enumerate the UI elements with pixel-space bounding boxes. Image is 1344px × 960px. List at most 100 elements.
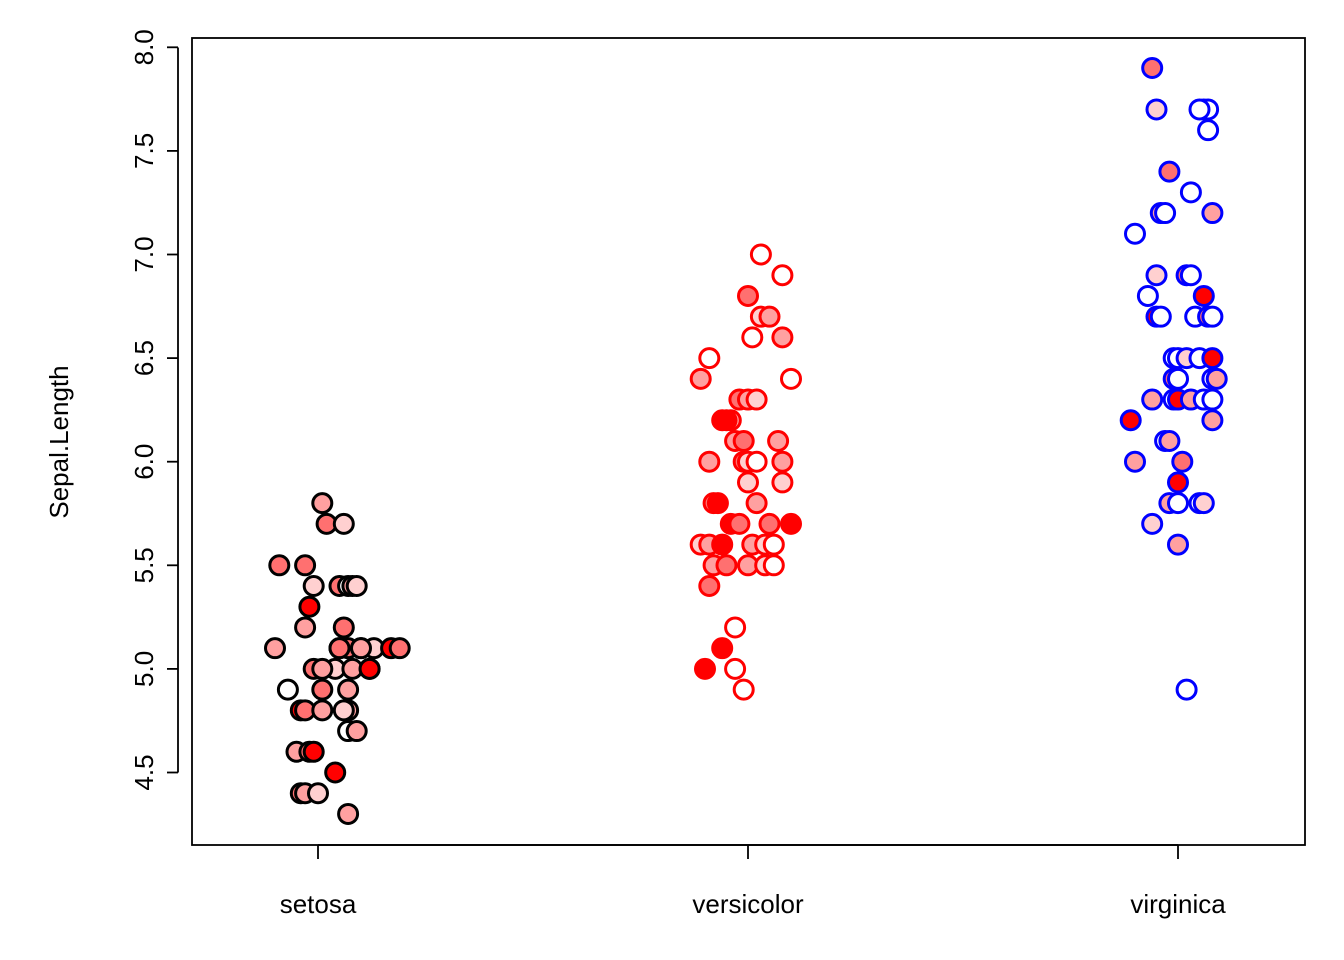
point-versicolor	[780, 367, 802, 390]
point-virginica	[1158, 160, 1181, 183]
point-virginica	[1201, 409, 1224, 432]
point-virginica	[1167, 367, 1189, 390]
y-tick-label: 4.5	[129, 754, 159, 790]
point-virginica	[1136, 284, 1159, 307]
x-axis: setosa versicolor virginica	[280, 844, 1226, 919]
point-versicolor	[758, 512, 781, 535]
point-virginica	[1167, 533, 1189, 556]
point-versicolor	[762, 533, 785, 556]
y-tick-label: 5.5	[129, 547, 159, 583]
point-virginica	[1188, 98, 1211, 121]
point-versicolor	[698, 575, 721, 598]
point-setosa	[302, 575, 325, 598]
point-virginica	[1205, 367, 1228, 390]
point-virginica	[1141, 512, 1164, 535]
point-virginica	[1175, 678, 1198, 701]
point-virginica	[1167, 471, 1189, 494]
point-virginica	[1167, 492, 1189, 515]
point-setosa	[307, 782, 329, 805]
point-setosa	[337, 802, 360, 825]
point-virginica	[1158, 429, 1181, 452]
y-tick-label: 6.5	[129, 340, 159, 376]
point-virginica	[1124, 450, 1146, 473]
point-versicolor	[724, 657, 747, 680]
point-setosa	[276, 678, 299, 701]
point-virginica	[1119, 409, 1142, 432]
point-versicolor	[741, 326, 764, 349]
point-virginica	[1179, 264, 1202, 287]
point-setosa	[311, 678, 334, 701]
point-versicolor	[745, 388, 768, 411]
y-tick-label: 7.0	[129, 236, 159, 272]
point-versicolor	[745, 492, 768, 515]
y-tick-label: 5.0	[129, 651, 159, 687]
point-virginica	[1171, 450, 1194, 473]
point-virginica	[1192, 492, 1215, 515]
point-setosa	[268, 554, 291, 577]
point-setosa	[332, 512, 355, 535]
point-versicolor	[767, 429, 790, 452]
point-versicolor	[758, 305, 781, 328]
point-virginica	[1179, 181, 1202, 204]
point-setosa	[345, 575, 368, 598]
point-versicolor	[732, 678, 755, 701]
point-virginica	[1197, 119, 1220, 142]
point-setosa	[388, 637, 411, 660]
point-versicolor	[711, 533, 734, 556]
point-setosa	[332, 616, 355, 639]
point-setosa	[264, 637, 286, 660]
point-setosa	[302, 740, 325, 763]
point-versicolor	[689, 367, 712, 390]
point-versicolor	[698, 450, 721, 473]
point-setosa	[294, 554, 317, 577]
y-tick-label: 7.5	[129, 133, 159, 169]
point-virginica	[1141, 388, 1164, 411]
point-virginica	[1201, 305, 1224, 328]
point-setosa	[358, 657, 381, 680]
y-tick-label: 6.0	[129, 444, 159, 480]
point-versicolor	[771, 450, 794, 473]
point-virginica	[1192, 284, 1215, 307]
point-versicolor	[724, 616, 747, 639]
point-versicolor	[711, 637, 734, 660]
point-setosa	[332, 699, 355, 722]
point-setosa	[324, 761, 347, 784]
point-setosa	[294, 616, 317, 639]
point-setosa	[311, 699, 334, 722]
point-setosa	[337, 678, 360, 701]
point-versicolor	[771, 471, 794, 494]
point-versicolor	[715, 409, 738, 432]
x-category-label-virginica: virginica	[1130, 889, 1226, 919]
point-virginica	[1145, 98, 1168, 121]
point-versicolor	[698, 347, 721, 370]
point-virginica	[1201, 347, 1224, 370]
point-setosa	[298, 595, 321, 618]
point-setosa	[345, 720, 368, 743]
point-versicolor	[762, 554, 785, 577]
point-virginica	[1145, 264, 1168, 287]
x-category-label-setosa: setosa	[280, 889, 357, 919]
point-setosa	[311, 657, 334, 680]
x-category-label-versicolor: versicolor	[692, 889, 804, 919]
data-points	[264, 57, 1228, 825]
point-versicolor	[706, 492, 729, 515]
point-versicolor	[771, 326, 794, 349]
point-virginica	[1149, 305, 1172, 328]
point-virginica	[1141, 57, 1164, 80]
point-versicolor	[780, 512, 802, 535]
y-axis: 4.5 5.0 5.5 6.0 6.5 7.0 7.5 8.0	[129, 29, 179, 791]
point-virginica	[1201, 202, 1224, 225]
point-versicolor	[728, 512, 751, 535]
point-virginica	[1201, 388, 1224, 411]
y-axis-label: Sepal.Length	[44, 365, 74, 518]
point-setosa	[311, 492, 334, 515]
point-virginica	[1154, 202, 1177, 225]
point-versicolor	[732, 429, 755, 452]
point-versicolor	[737, 284, 759, 307]
point-versicolor	[694, 657, 716, 680]
y-tick-label: 8.0	[129, 29, 159, 65]
point-setosa	[350, 637, 372, 660]
point-versicolor	[737, 471, 759, 494]
point-virginica	[1124, 222, 1146, 245]
